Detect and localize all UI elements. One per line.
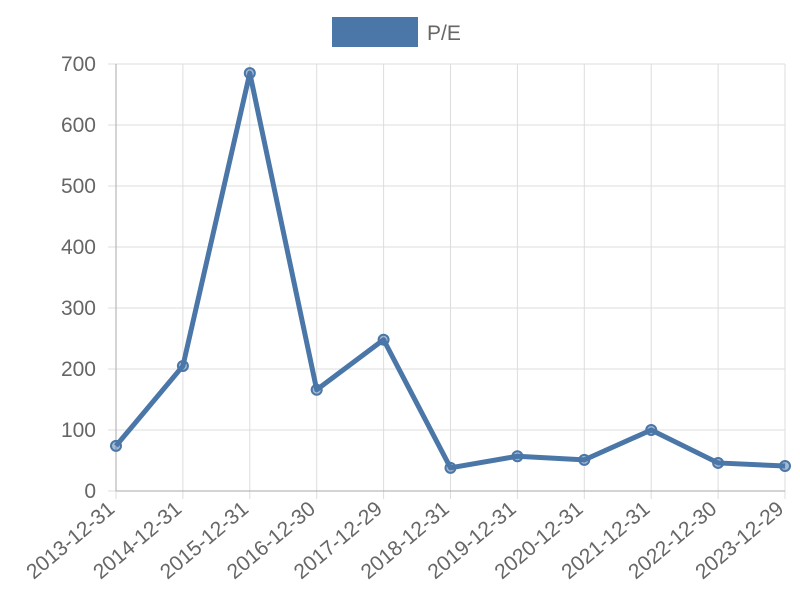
y-tick-label: 200 [61, 358, 96, 381]
y-tick-label: 100 [61, 419, 96, 442]
legend-label: P/E [427, 22, 461, 45]
y-tick-label: 300 [61, 297, 96, 320]
data-point [110, 439, 122, 452]
y-tick-label: 0 [84, 480, 96, 503]
y-tick-label: 500 [61, 175, 96, 198]
data-point [779, 459, 791, 472]
data-point [578, 453, 591, 466]
data-point [176, 359, 189, 372]
data-point [243, 67, 256, 80]
data-point [511, 450, 524, 463]
y-tick-label: 600 [61, 114, 96, 137]
y-tick-label: 400 [61, 236, 96, 259]
data-point [712, 456, 725, 469]
data-point [645, 424, 658, 436]
legend-swatch [332, 17, 418, 47]
data-point [310, 383, 323, 396]
data-point [377, 333, 390, 346]
data-point [444, 461, 457, 474]
y-tick-label: 700 [61, 53, 96, 76]
